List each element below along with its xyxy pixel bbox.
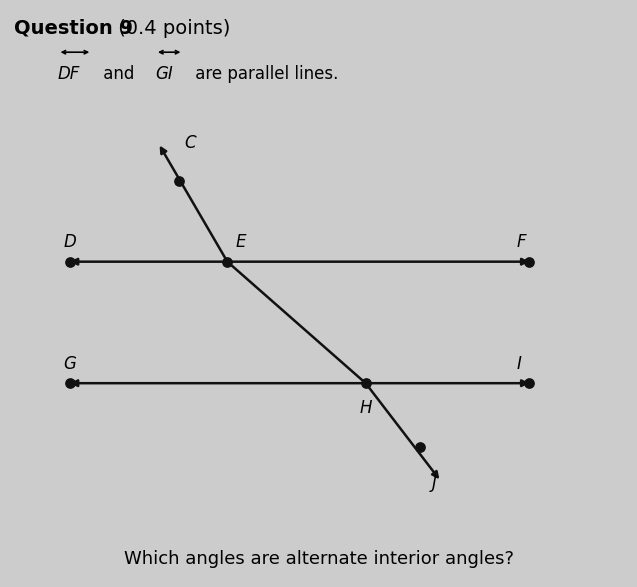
Text: D: D [64, 233, 76, 251]
Text: G: G [64, 355, 76, 373]
Point [65, 257, 75, 266]
Point [65, 379, 75, 388]
Text: DF: DF [57, 65, 80, 83]
Text: H: H [359, 399, 372, 417]
Text: and: and [99, 65, 140, 83]
Point [524, 379, 534, 388]
Text: J: J [432, 474, 436, 492]
Point [361, 379, 371, 388]
Text: (0.4 points): (0.4 points) [112, 19, 231, 38]
Text: GI: GI [155, 65, 173, 83]
Text: C: C [185, 134, 196, 151]
Text: I: I [517, 355, 522, 373]
Point [415, 442, 426, 451]
Point [524, 257, 534, 266]
Text: Which angles are alternate interior angles?: Which angles are alternate interior angl… [124, 551, 513, 568]
Text: E: E [236, 233, 246, 251]
Point [222, 257, 233, 266]
Point [174, 176, 184, 185]
Text: are parallel lines.: are parallel lines. [190, 65, 338, 83]
Text: F: F [517, 233, 526, 251]
Text: Question 9: Question 9 [13, 19, 132, 38]
